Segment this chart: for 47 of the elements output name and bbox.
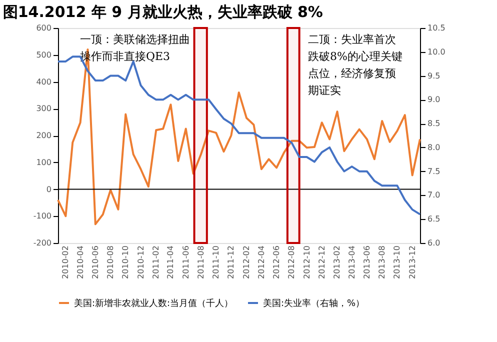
x-tick-label: 2012-02 — [242, 246, 252, 279]
x-tick-label: 2011-06 — [181, 246, 190, 279]
y2-tick-label: 8.5 — [428, 119, 440, 128]
x-tick-label: 2010-12 — [136, 246, 146, 279]
x-tick-label: 2010-04 — [76, 246, 85, 279]
chart-title: 图14.2012 年 9 月就业火热，失业率跌破 8% — [2, 3, 323, 21]
x-tick-label: 2012-12 — [317, 246, 326, 279]
x-tick-label: 2012-06 — [272, 246, 282, 279]
annotation: 二顶：失业率首次跌破8%的心理关键点位，经济修复预期证实 — [308, 33, 402, 97]
x-tick-label: 2012-04 — [256, 246, 266, 279]
y-tick-label: -200 — [33, 238, 52, 248]
x-tick-label: 2013-04 — [347, 246, 356, 279]
y-tick-label: 0 — [46, 184, 52, 194]
x-tick-label: 2011-10 — [212, 246, 221, 279]
x-tick-label: 2013-12 — [408, 246, 417, 279]
x-tick-label: 2012-08 — [287, 246, 296, 279]
x-tick-label: 2011-08 — [196, 246, 206, 279]
y-tick-label: 400 — [36, 77, 52, 86]
y2-tick-label: 9.0 — [428, 95, 440, 104]
x-tick-label: 2011-02 — [152, 246, 161, 279]
x-tick-label: 2011-12 — [226, 246, 236, 279]
x-tick-label: 2013-02 — [332, 246, 342, 279]
x-tick-label: 2010-10 — [121, 246, 130, 279]
y2-tick-label: 6.0 — [428, 238, 440, 248]
legend-label: 美国:失业率（右轴，%） — [263, 298, 365, 309]
y-tick-label: -100 — [33, 212, 52, 221]
x-tick-label: 2013-08 — [378, 246, 387, 279]
y2-tick-label: 8.0 — [428, 142, 440, 152]
x-tick-label: 2013-10 — [392, 246, 402, 279]
y2-tick-label: 10.5 — [428, 24, 446, 32]
y-tick-label: 300 — [36, 104, 52, 114]
y-tick-label: 500 — [36, 50, 52, 60]
x-tick-label: 2012-10 — [302, 246, 312, 279]
y2-tick-label: 7.0 — [428, 190, 440, 200]
y2-tick-label: 9.5 — [428, 71, 440, 80]
x-tick-label: 2011-04 — [166, 246, 176, 279]
y-tick-label: 600 — [36, 24, 52, 32]
x-tick-label: 2010-06 — [90, 246, 100, 279]
x-tick-label: 2010-08 — [106, 246, 116, 279]
legend-label: 美国:新增非农就业人数:当月值（千人） — [74, 298, 234, 309]
y-tick-label: 100 — [36, 158, 52, 167]
y2-tick-label: 10.0 — [428, 47, 446, 56]
x-tick-label: 2013-06 — [362, 246, 372, 279]
y-tick-label: 200 — [36, 131, 52, 140]
x-tick-label: 2010-02 — [61, 246, 70, 279]
y2-tick-label: 7.5 — [428, 166, 440, 176]
y2-tick-label: 6.5 — [428, 214, 440, 224]
